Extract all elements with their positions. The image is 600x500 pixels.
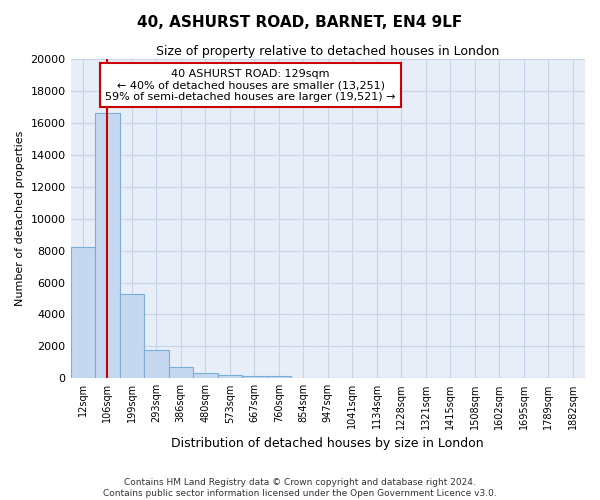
- Bar: [95, 114, 119, 378]
- Text: 40, ASHURST ROAD, BARNET, EN4 9LF: 40, ASHURST ROAD, BARNET, EN4 9LF: [137, 15, 463, 30]
- Bar: [266, 376, 291, 378]
- Bar: [218, 375, 242, 378]
- Text: Contains HM Land Registry data © Crown copyright and database right 2024.
Contai: Contains HM Land Registry data © Crown c…: [103, 478, 497, 498]
- Bar: [144, 350, 169, 378]
- Text: 40 ASHURST ROAD: 129sqm
← 40% of detached houses are smaller (13,251)
59% of sem: 40 ASHURST ROAD: 129sqm ← 40% of detache…: [106, 68, 396, 102]
- X-axis label: Distribution of detached houses by size in London: Distribution of detached houses by size …: [172, 437, 484, 450]
- Y-axis label: Number of detached properties: Number of detached properties: [15, 131, 25, 306]
- Title: Size of property relative to detached houses in London: Size of property relative to detached ho…: [156, 45, 499, 58]
- Bar: [71, 248, 95, 378]
- Bar: [193, 372, 218, 378]
- Bar: [119, 294, 144, 378]
- Bar: [242, 376, 266, 378]
- Bar: [169, 367, 193, 378]
